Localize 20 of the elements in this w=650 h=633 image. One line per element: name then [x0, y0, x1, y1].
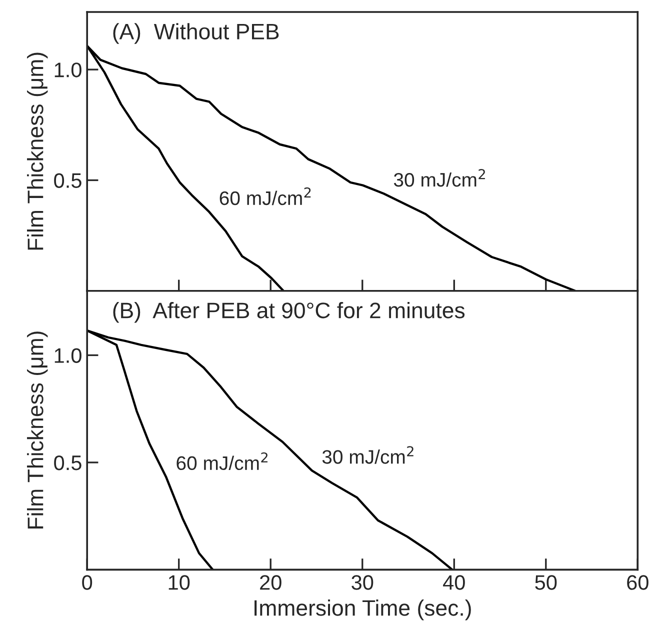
x-tick-label: 50 — [535, 575, 557, 590]
chart-title: (A) Without PEB — [113, 23, 279, 44]
x-tick-label: 10 — [168, 575, 190, 590]
x-tick-label: 30 — [352, 575, 374, 590]
x-axis-title: Immersion Time (sec.) — [254, 600, 471, 620]
y-tick-label: 0.5 — [54, 455, 82, 470]
series-label: 30 mJ/cm$^{2}$ — [394, 168, 485, 187]
chart-title: (B) After PEB at 90°C for 2 minutes — [113, 302, 465, 323]
x-tick-label: 20 — [260, 575, 282, 590]
y-axis-title: Film Thickness (μm) — [27, 332, 48, 528]
series-label: 60 mJ/cm$^{2}$ — [176, 452, 268, 470]
y-tick-label: 1.0 — [54, 62, 82, 78]
y-tick-label: 1.0 — [54, 348, 82, 363]
x-tick-label: 40 — [443, 575, 465, 590]
series-label: 60 mJ/cm$^{2}$ — [220, 187, 311, 206]
series-label: 30 mJ/cm$^{2}$ — [322, 446, 414, 464]
y-tick-label: 0.5 — [54, 173, 82, 188]
y-axis-title: Film Thickness (μm) — [27, 52, 48, 250]
x-tick-label: 60 — [627, 575, 648, 590]
x-tick-label: 0 — [82, 575, 92, 590]
